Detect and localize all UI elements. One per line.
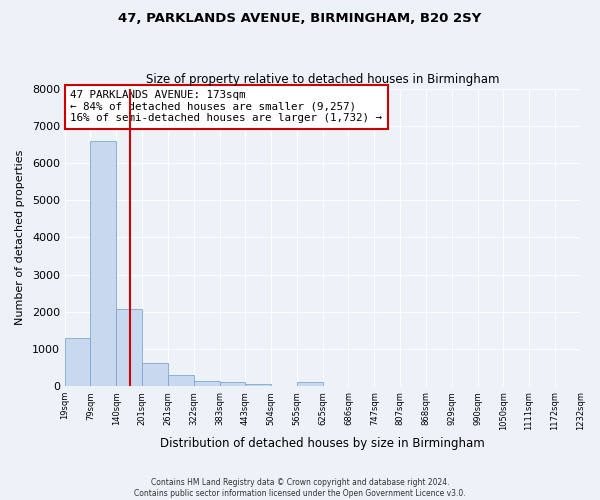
Text: Contains HM Land Registry data © Crown copyright and database right 2024.
Contai: Contains HM Land Registry data © Crown c… (134, 478, 466, 498)
Bar (245, 384, 271, 386)
Bar (91, 140, 116, 386)
Bar (220, 382, 245, 386)
X-axis label: Distribution of detached houses by size in Birmingham: Distribution of detached houses by size … (160, 437, 485, 450)
Bar (65, 338, 91, 386)
Text: 47, PARKLANDS AVENUE, BIRMINGHAM, B20 2SY: 47, PARKLANDS AVENUE, BIRMINGHAM, B20 2S… (118, 12, 482, 26)
Bar (142, 363, 168, 386)
Bar (194, 381, 220, 386)
Title: Size of property relative to detached houses in Birmingham: Size of property relative to detached ho… (146, 73, 499, 86)
Bar (168, 376, 194, 386)
Bar (297, 382, 323, 386)
Text: 47 PARKLANDS AVENUE: 173sqm
← 84% of detached houses are smaller (9,257)
16% of : 47 PARKLANDS AVENUE: 173sqm ← 84% of det… (70, 90, 382, 123)
Y-axis label: Number of detached properties: Number of detached properties (15, 150, 25, 325)
Bar (116, 309, 142, 386)
